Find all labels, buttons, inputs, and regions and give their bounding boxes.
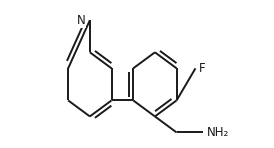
Text: F: F <box>199 62 206 75</box>
Text: N: N <box>76 14 85 27</box>
Text: NH₂: NH₂ <box>206 126 229 139</box>
